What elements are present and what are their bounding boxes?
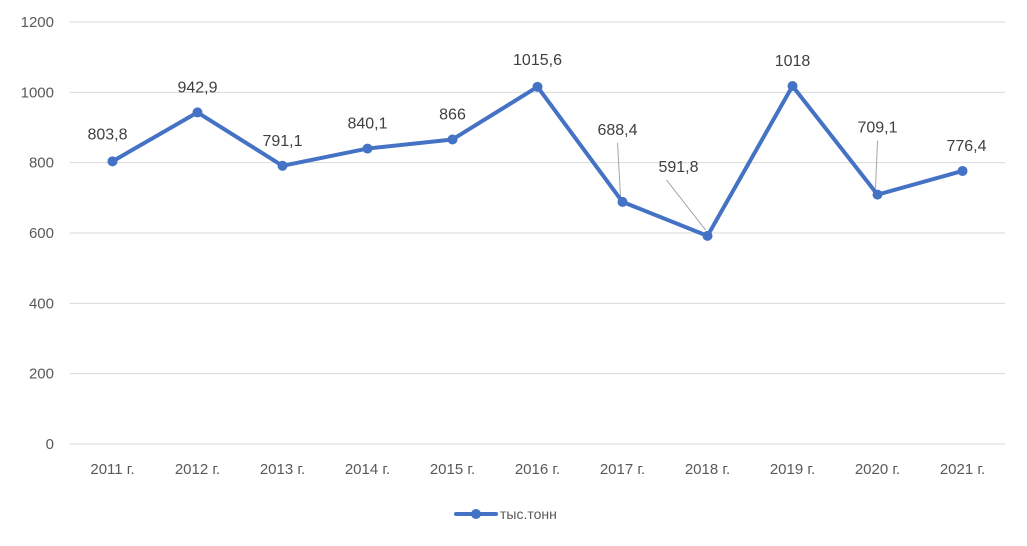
data-label: 688,4 [597,122,637,139]
y-tick-label: 400 [29,295,54,312]
y-tick-label: 1000 [21,84,54,101]
x-tick-label: 2020 г. [855,461,900,478]
x-tick-label: 2015 г. [430,461,475,478]
y-tick-label: 1200 [21,14,54,31]
y-tick-label: 200 [29,366,54,383]
y-tick-label: 800 [29,155,54,172]
data-labels: 803,8 942,9 791,1 840,1 866 1015,6 688,4 591,8 1… [87,52,986,176]
series-line-path [110,84,965,238]
data-label: 709,1 [857,120,897,137]
legend-label: тыс.тонн [500,506,557,522]
data-point [702,230,713,241]
x-tick-label: 2021 г. [940,461,985,478]
x-tick-label: 2016 г. [515,461,560,478]
legend: тыс.тонн [454,506,557,522]
grid-lines [70,21,1005,445]
data-label: 791,1 [262,133,302,150]
data-point [617,196,628,207]
x-axis-tick-labels: 2011 г. 2012 г. 2013 г. 2014 г. 2015 г. 2016 … [90,461,985,478]
data-label: 840,1 [347,116,387,133]
data-point [277,160,288,171]
data-label: 776,4 [946,138,986,155]
data-point [532,81,543,92]
data-point [362,143,373,154]
data-label: 866 [439,106,466,123]
data-point [957,165,968,176]
x-tick-label: 2017 г. [600,461,645,478]
leader-line [666,179,706,231]
x-tick-label: 2013 г. [260,461,305,478]
data-point [787,81,798,92]
series-line [110,84,965,238]
leader-line [617,142,621,196]
data-label: 942,9 [177,79,217,96]
data-label-leader-lines [617,140,878,231]
x-tick-label: 2018 г. [685,461,730,478]
data-point [872,189,883,200]
y-tick-label: 600 [29,225,54,242]
data-label: 591,8 [658,159,698,176]
x-tick-label: 2014 г. [345,461,390,478]
data-point [447,134,458,145]
data-point [192,107,203,118]
y-tick-label: 0 [46,436,54,453]
leader-line [875,140,878,189]
data-label: 1015,6 [513,52,562,69]
y-axis-tick-labels: 0 200 400 600 800 1000 1200 [21,14,54,453]
x-tick-label: 2019 г. [770,461,815,478]
legend-marker [471,509,481,519]
x-tick-label: 2011 г. [90,461,134,478]
x-tick-label: 2012 г. [175,461,220,478]
data-label: 803,8 [87,126,127,143]
data-points [107,81,968,241]
data-label: 1018 [775,53,811,70]
data-point [107,156,118,167]
